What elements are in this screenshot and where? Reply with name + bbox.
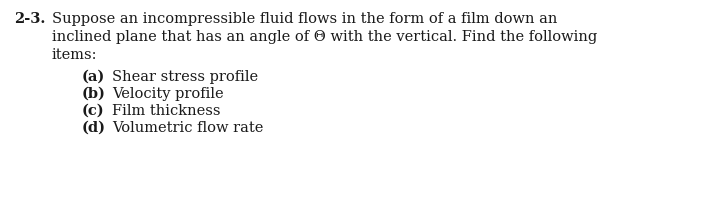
Text: inclined plane that has an angle of Θ with the vertical. Find the following: inclined plane that has an angle of Θ wi… xyxy=(52,30,598,44)
Text: (b): (b) xyxy=(82,87,106,101)
Text: items:: items: xyxy=(52,48,97,62)
Text: Shear stress profile: Shear stress profile xyxy=(112,70,258,84)
Text: 2-3.: 2-3. xyxy=(14,12,45,26)
Text: Suppose an incompressible fluid flows in the form of a film down an: Suppose an incompressible fluid flows in… xyxy=(52,12,557,26)
Text: (a): (a) xyxy=(82,70,105,84)
Text: Velocity profile: Velocity profile xyxy=(112,87,224,101)
Text: Film thickness: Film thickness xyxy=(112,104,220,118)
Text: (c): (c) xyxy=(82,104,104,118)
Text: (d): (d) xyxy=(82,121,106,135)
Text: Volumetric flow rate: Volumetric flow rate xyxy=(112,121,264,135)
